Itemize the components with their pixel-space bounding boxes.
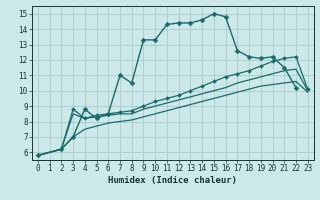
X-axis label: Humidex (Indice chaleur): Humidex (Indice chaleur): [108, 176, 237, 185]
